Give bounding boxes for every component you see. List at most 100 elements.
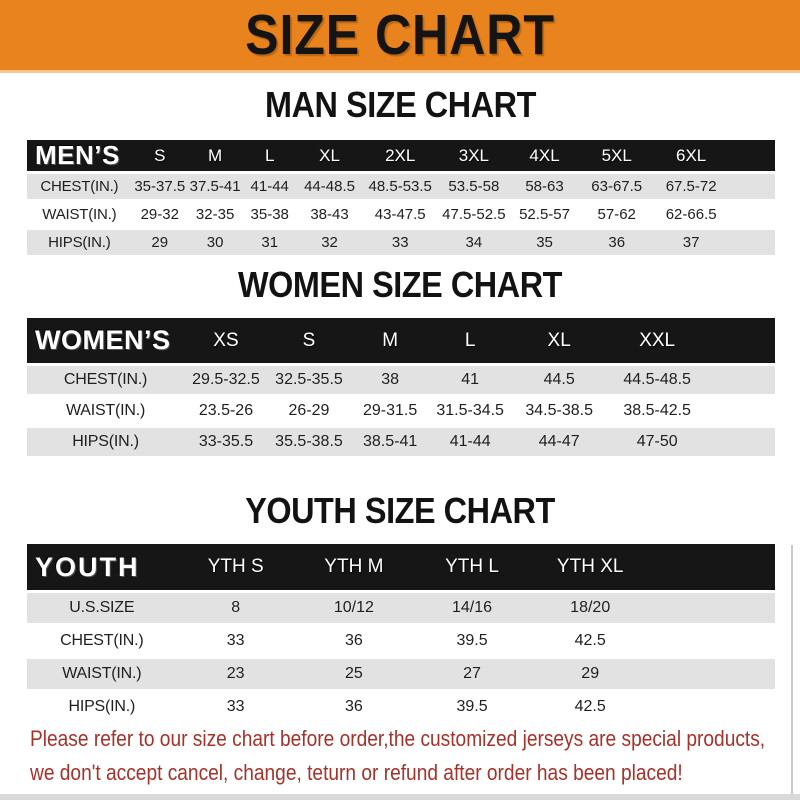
table-cell: 33-35.5 — [198, 433, 254, 450]
youth-section-heading-text: YOUTH SIZE CHART — [245, 490, 555, 531]
table-cell: 67.5-72 — [665, 178, 717, 195]
column-header: YTH L — [445, 556, 499, 577]
women-section-heading: WOMEN SIZE CHART — [0, 264, 800, 306]
table-cell: 29 — [151, 234, 169, 251]
table-cell: 63-67.5 — [591, 178, 643, 195]
spacer-cell — [649, 626, 775, 656]
table-cell: 23 — [226, 665, 245, 682]
spacer-cell — [706, 397, 775, 425]
column-header: L — [464, 329, 476, 351]
disclaimer: Please refer to our size chart before or… — [30, 722, 790, 790]
table-header-row: MEN’S S M L XL 2XL 3XL 4XL 5XL 6XL — [27, 140, 775, 171]
table-row: HIPS(IN.) 33 36 39.5 42.5 — [27, 692, 775, 722]
table-cell: 33 — [226, 698, 245, 715]
row-label: HIPS(IN.) — [72, 433, 139, 450]
table-cell: 38-43 — [310, 206, 349, 223]
table-cell: 29-32 — [140, 206, 179, 223]
bottom-edge-strip — [0, 794, 800, 800]
column-header: YTH S — [207, 556, 264, 577]
table-cell: 43-47.5 — [374, 206, 426, 223]
table-cell: 14/16 — [452, 599, 493, 616]
column-header: XL — [547, 329, 571, 351]
table-cell: 37 — [682, 234, 700, 251]
table-corner-label: MEN’S — [35, 140, 120, 170]
column-header: 5XL — [601, 145, 632, 165]
table-cell: 29-31.5 — [362, 402, 418, 419]
table-cell: 36 — [344, 632, 363, 649]
table-cell: 57-62 — [597, 206, 636, 223]
row-label: CHEST(IN.) — [63, 371, 148, 388]
table-cell: 34 — [465, 234, 483, 251]
table-row: WAIST(IN.) 23.5-26 26-29 29-31.5 31.5-34.5 34… — [27, 397, 775, 425]
women-size-table: WOMEN’S XS S M L XL XXL CHEST(IN.) 29.5-32.5 32.5… — [27, 315, 775, 459]
table-cell: 29.5-32.5 — [192, 371, 260, 388]
column-header: XS — [213, 329, 239, 351]
table-cell: 41 — [461, 371, 480, 388]
men-section-heading-text: MAN SIZE CHART — [264, 84, 536, 125]
disclaimer-line-1: Please refer to our size chart before or… — [30, 726, 766, 751]
table-corner-label: WOMEN’S — [35, 325, 171, 355]
table-row: WAIST(IN.) 29-32 32-35 35-38 38-43 43-47.5 47.… — [27, 202, 775, 227]
spacer-cell — [706, 428, 775, 456]
spacer-cell — [706, 366, 775, 394]
table-cell: 41-44 — [250, 178, 289, 195]
right-edge-artifact-line — [791, 545, 793, 795]
column-header: M — [208, 145, 223, 165]
women-section-heading-text: WOMEN SIZE CHART — [237, 264, 562, 305]
table-header-row: WOMEN’S XS S M L XL XXL — [27, 318, 775, 363]
column-header: YTH M — [324, 556, 384, 577]
table-cell: 37.5-41 — [189, 178, 241, 195]
column-header: S — [154, 145, 166, 165]
table-cell: 44-47 — [538, 433, 580, 450]
spacer-cell — [706, 318, 775, 363]
table-row: CHEST(IN.) 35-37.5 37.5-41 41-44 44-48.5 48.5… — [27, 174, 775, 199]
table-cell: 35-38 — [250, 206, 289, 223]
spacer-cell — [729, 230, 775, 255]
table-cell: 44.5-48.5 — [623, 371, 691, 388]
table-cell: 52.5-57 — [519, 206, 570, 223]
table-row: WAIST(IN.) 23 25 27 29 — [27, 659, 775, 689]
table-cell: 47.5-52.5 — [442, 206, 506, 223]
men-section-heading: MAN SIZE CHART — [0, 84, 800, 126]
row-label: U.S.SIZE — [69, 599, 135, 616]
table-cell: 35.5-38.5 — [275, 433, 343, 450]
spacer-cell — [649, 593, 775, 623]
table-cell: 44-48.5 — [304, 178, 355, 195]
table-cell: 18/20 — [570, 599, 611, 616]
banner-title: SIZE CHART — [245, 2, 555, 67]
column-header: 6XL — [676, 145, 707, 165]
row-label: WAIST(IN.) — [62, 665, 142, 682]
column-header: XL — [319, 145, 340, 165]
table-row: HIPS(IN.) 33-35.5 35.5-38.5 38.5-41 41-44 44-… — [27, 428, 775, 456]
column-header: S — [302, 329, 316, 351]
table-cell: 62-66.5 — [665, 206, 717, 223]
column-header: YTH XL — [556, 556, 624, 577]
column-header: XXL — [639, 329, 676, 351]
table-cell: 32-35 — [195, 206, 235, 223]
table-cell: 26-29 — [288, 402, 330, 419]
table-row: CHEST(IN.) 29.5-32.5 32.5-35.5 38 41 44.5 44.5… — [27, 366, 775, 394]
row-label: CHEST(IN.) — [60, 632, 144, 649]
table-cell: 53.5-58 — [448, 178, 500, 195]
table-cell: 38.5-41 — [362, 433, 418, 450]
row-label: WAIST(IN.) — [65, 402, 146, 419]
table-cell: 47-50 — [636, 433, 678, 450]
men-size-table: MEN’S S M L XL 2XL 3XL 4XL 5XL 6XL CHEST(IN.) 35-37… — [27, 137, 775, 258]
table-cell: 33 — [226, 632, 245, 649]
spacer-cell — [729, 202, 775, 227]
table-cell: 35-37.5 — [134, 178, 186, 195]
spacer-cell — [729, 174, 775, 199]
youth-section-heading: YOUTH SIZE CHART — [0, 490, 800, 532]
table-cell: 36 — [344, 698, 363, 715]
table-cell: 42.5 — [574, 632, 606, 649]
row-label: WAIST(IN.) — [42, 206, 117, 223]
table-cell: 36 — [608, 234, 626, 251]
table-row: HIPS(IN.) 29 30 31 32 33 34 35 36 37 — [27, 230, 775, 255]
table-corner-label: YOUTH — [35, 551, 140, 582]
table-cell: 48.5-53.5 — [368, 178, 432, 195]
banner: SIZE CHART — [0, 0, 800, 73]
table-cell: 41-44 — [449, 433, 491, 450]
table-cell: 38 — [381, 371, 400, 388]
table-cell: 27 — [463, 665, 481, 682]
